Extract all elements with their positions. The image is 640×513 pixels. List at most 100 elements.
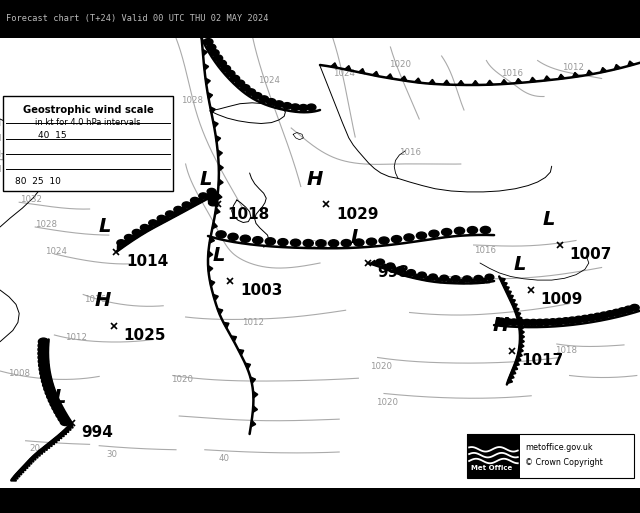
Polygon shape xyxy=(35,450,40,456)
Polygon shape xyxy=(22,463,28,468)
Circle shape xyxy=(316,240,326,247)
Bar xyxy=(3,96,173,191)
Circle shape xyxy=(605,311,615,317)
Text: 1016: 1016 xyxy=(399,148,420,157)
Polygon shape xyxy=(148,225,154,231)
Circle shape xyxy=(174,206,182,212)
Polygon shape xyxy=(253,406,257,412)
Circle shape xyxy=(56,411,66,419)
Polygon shape xyxy=(182,207,188,213)
Polygon shape xyxy=(558,74,564,79)
Polygon shape xyxy=(33,452,38,458)
Circle shape xyxy=(429,230,439,238)
Polygon shape xyxy=(54,435,60,441)
Circle shape xyxy=(47,393,57,400)
Polygon shape xyxy=(510,369,516,375)
Text: 1028: 1028 xyxy=(181,96,203,106)
Text: H: H xyxy=(94,291,111,310)
Polygon shape xyxy=(424,276,430,281)
Polygon shape xyxy=(202,49,207,56)
Polygon shape xyxy=(518,320,523,327)
Bar xyxy=(467,434,634,478)
Text: Met Office: Met Office xyxy=(471,465,512,471)
Text: 1024: 1024 xyxy=(333,69,355,78)
Circle shape xyxy=(207,44,216,51)
Polygon shape xyxy=(370,260,376,266)
Polygon shape xyxy=(415,78,421,83)
Circle shape xyxy=(226,70,235,77)
Text: 1012: 1012 xyxy=(65,333,86,342)
Polygon shape xyxy=(486,80,493,85)
Polygon shape xyxy=(472,81,479,85)
Circle shape xyxy=(48,397,58,404)
Polygon shape xyxy=(519,325,524,331)
Text: 1024: 1024 xyxy=(45,247,67,256)
Polygon shape xyxy=(238,349,244,356)
Polygon shape xyxy=(207,194,212,199)
Circle shape xyxy=(367,238,376,245)
Polygon shape xyxy=(512,364,518,371)
Polygon shape xyxy=(207,92,212,99)
Polygon shape xyxy=(190,203,196,208)
Text: 1016: 1016 xyxy=(501,69,523,78)
Text: 1020: 1020 xyxy=(370,362,392,371)
Circle shape xyxy=(209,200,217,206)
Circle shape xyxy=(396,267,405,273)
Circle shape xyxy=(503,319,512,325)
Text: 1036: 1036 xyxy=(7,173,29,182)
Circle shape xyxy=(392,235,402,243)
Circle shape xyxy=(208,198,217,204)
Text: 60N: 60N xyxy=(0,150,1,159)
Circle shape xyxy=(265,238,275,245)
Polygon shape xyxy=(481,278,488,283)
Circle shape xyxy=(593,313,602,320)
Circle shape xyxy=(241,85,250,91)
Circle shape xyxy=(291,104,300,110)
Circle shape xyxy=(418,272,426,278)
Circle shape xyxy=(442,228,452,235)
Text: in kt for 4.0 hPa intervals: in kt for 4.0 hPa intervals xyxy=(35,118,141,127)
Polygon shape xyxy=(470,279,476,284)
Polygon shape xyxy=(212,198,218,205)
Circle shape xyxy=(463,276,472,282)
Polygon shape xyxy=(391,268,397,273)
Circle shape xyxy=(253,92,262,99)
Polygon shape xyxy=(16,469,22,475)
Polygon shape xyxy=(49,439,54,445)
Polygon shape xyxy=(586,70,593,75)
Polygon shape xyxy=(216,135,221,142)
Text: 1007: 1007 xyxy=(570,247,612,262)
Circle shape xyxy=(182,202,191,208)
Circle shape xyxy=(481,226,490,233)
Polygon shape xyxy=(165,216,171,222)
Circle shape xyxy=(278,239,288,246)
Polygon shape xyxy=(37,448,42,454)
Circle shape xyxy=(45,389,55,396)
Polygon shape xyxy=(47,441,52,446)
Circle shape xyxy=(548,319,557,325)
Text: 1020: 1020 xyxy=(172,374,193,384)
Polygon shape xyxy=(358,69,365,74)
Polygon shape xyxy=(572,72,579,77)
Polygon shape xyxy=(544,76,550,81)
Polygon shape xyxy=(458,279,465,284)
Circle shape xyxy=(44,385,54,392)
Polygon shape xyxy=(210,107,215,113)
Polygon shape xyxy=(515,78,522,83)
Circle shape xyxy=(40,373,51,381)
Polygon shape xyxy=(614,65,621,70)
Polygon shape xyxy=(208,265,212,272)
Polygon shape xyxy=(507,377,513,384)
Circle shape xyxy=(38,358,49,365)
Circle shape xyxy=(485,274,494,280)
Polygon shape xyxy=(529,77,536,82)
Polygon shape xyxy=(156,221,163,226)
Polygon shape xyxy=(11,476,16,481)
Text: 1012: 1012 xyxy=(562,63,584,72)
Polygon shape xyxy=(429,80,435,84)
Circle shape xyxy=(299,105,308,111)
Circle shape xyxy=(587,314,596,321)
Text: © Crown Copyright: © Crown Copyright xyxy=(525,458,602,467)
Polygon shape xyxy=(253,391,258,398)
Polygon shape xyxy=(223,322,229,328)
